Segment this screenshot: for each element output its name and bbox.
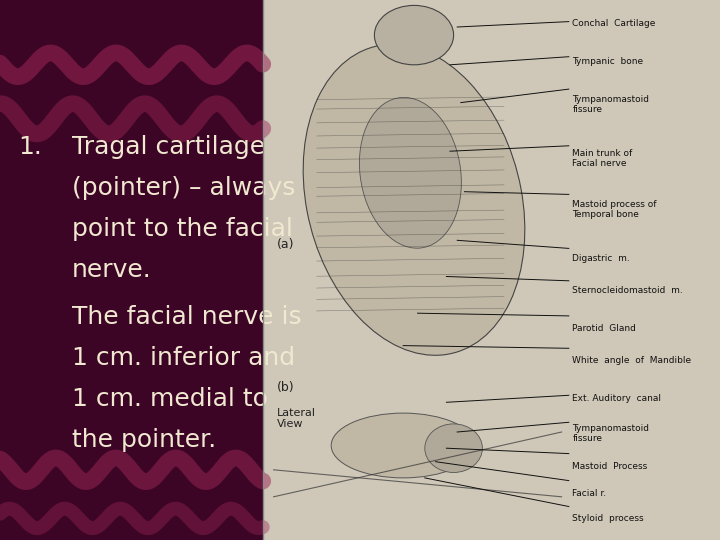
Text: Styloid  process: Styloid process — [572, 514, 644, 523]
Text: Mastoid  Process: Mastoid Process — [572, 462, 648, 471]
Text: Parotid  Gland: Parotid Gland — [572, 324, 636, 333]
Text: Tympanomastoid
fissure: Tympanomastoid fissure — [572, 94, 649, 114]
Text: Sternocleidomastoid  m.: Sternocleidomastoid m. — [572, 286, 683, 295]
Text: Tympanomastoid
fissure: Tympanomastoid fissure — [572, 424, 649, 443]
Text: point to the facial: point to the facial — [72, 217, 293, 241]
Ellipse shape — [303, 44, 525, 355]
Text: nerve.: nerve. — [72, 258, 152, 282]
Text: The facial nerve is: The facial nerve is — [72, 305, 302, 328]
Text: Tragal cartilage: Tragal cartilage — [72, 135, 265, 159]
Text: Main trunk of
Facial nerve: Main trunk of Facial nerve — [572, 148, 633, 168]
Text: Mastoid process of
Temporal bone: Mastoid process of Temporal bone — [572, 200, 657, 219]
Ellipse shape — [425, 424, 482, 472]
Text: White  angle  of  Mandible: White angle of Mandible — [572, 356, 691, 366]
Text: Lateral
View: Lateral View — [277, 408, 316, 429]
Text: (b): (b) — [277, 381, 294, 394]
Text: (a): (a) — [277, 238, 294, 251]
Text: Digastric  m.: Digastric m. — [572, 254, 630, 263]
Text: the pointer.: the pointer. — [72, 428, 216, 451]
Ellipse shape — [331, 413, 475, 478]
Text: 1 cm. medial to: 1 cm. medial to — [72, 387, 268, 410]
Ellipse shape — [374, 5, 454, 65]
Text: 1 cm. inferior and: 1 cm. inferior and — [72, 346, 295, 369]
Bar — [0, 0, 263, 540]
Text: Facial r.: Facial r. — [572, 489, 606, 498]
Text: Ext. Auditory  canal: Ext. Auditory canal — [572, 394, 662, 403]
Text: (pointer) – always: (pointer) – always — [72, 176, 295, 200]
Text: 1.: 1. — [18, 135, 42, 159]
Ellipse shape — [359, 97, 462, 248]
Bar — [263, 0, 720, 540]
Text: Conchal  Cartilage: Conchal Cartilage — [572, 19, 656, 28]
Text: Tympanic  bone: Tympanic bone — [572, 57, 644, 66]
